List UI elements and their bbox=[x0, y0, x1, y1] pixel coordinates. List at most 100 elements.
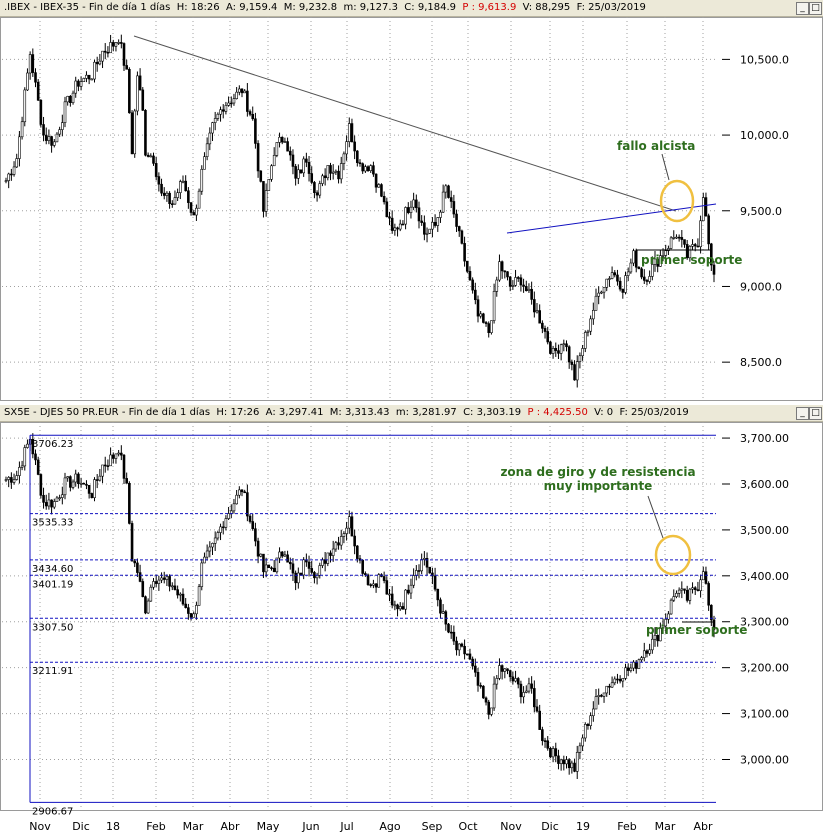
ibex-candle-body bbox=[543, 328, 547, 332]
sx5e-candle-body bbox=[297, 572, 300, 584]
sx5e-candle-body bbox=[594, 696, 598, 710]
ibex-candle-body bbox=[696, 245, 700, 248]
sx5e-candle-body bbox=[162, 577, 166, 580]
sx5e-candle-body bbox=[613, 678, 617, 684]
ibex-candle-body bbox=[114, 42, 118, 47]
sx5e-y-tick-label: 3,500.00 bbox=[740, 524, 789, 537]
sx5e-candle-body bbox=[372, 583, 375, 586]
ibex-candle-body bbox=[398, 223, 402, 230]
x-tick-label: Dic bbox=[541, 820, 559, 833]
sx5e-candle-body bbox=[385, 580, 389, 595]
sx5e-candle-body bbox=[20, 465, 24, 468]
sx5e-candle-body bbox=[34, 453, 37, 461]
sx5e-y-tick-label: 3,700.00 bbox=[740, 432, 789, 445]
sx5e-candle-body bbox=[337, 542, 340, 546]
ibex-candle-body bbox=[79, 81, 83, 87]
sx5e-candle-body bbox=[487, 701, 491, 715]
sx5e-candle-body bbox=[543, 740, 547, 742]
sx5e-candle-body bbox=[114, 453, 118, 459]
sx5e-candle-body bbox=[256, 540, 260, 557]
ibex-candle-body bbox=[329, 165, 332, 174]
ibex-candle-body bbox=[444, 185, 448, 193]
sx5e-candle-body bbox=[621, 678, 625, 682]
ibex-candle-body bbox=[219, 109, 222, 115]
sx5e-candle-body bbox=[117, 452, 120, 455]
sx5e-candle-body bbox=[77, 473, 80, 484]
ibex-candle-body bbox=[313, 182, 316, 193]
ibex-candle-body bbox=[565, 343, 568, 348]
ibex-candle-body bbox=[455, 213, 458, 227]
ibex-candle-body bbox=[372, 165, 375, 175]
minimize-button[interactable]: _ bbox=[796, 2, 809, 15]
ibex-candle-body bbox=[264, 190, 268, 212]
sx5e-candle-body bbox=[688, 588, 692, 601]
ibex-candle-body bbox=[227, 102, 230, 106]
ibex-candle-body bbox=[669, 237, 673, 249]
ibex-candle-body bbox=[28, 54, 32, 74]
ibex-candle-body bbox=[618, 280, 622, 290]
sx5e-candle-body bbox=[307, 561, 311, 569]
ibex-candle-body bbox=[551, 348, 555, 354]
sx5e-candle-body bbox=[377, 574, 381, 588]
ibex-candle-body bbox=[680, 237, 684, 240]
sx5e-level-label: 3401.19 bbox=[32, 579, 73, 590]
sx5e-candle-body bbox=[318, 565, 322, 576]
ibex-candle-body bbox=[677, 236, 681, 239]
sx5e-candle-body bbox=[398, 606, 402, 610]
ibex-candle-body bbox=[452, 201, 456, 215]
ibex-annotation-soporte: primer soporte bbox=[641, 253, 742, 267]
sx5e-candle-body bbox=[232, 503, 236, 512]
ibex-candle-body bbox=[578, 355, 582, 362]
ibex-candle-body bbox=[109, 42, 112, 54]
ibex-annotation-fallo: fallo alcista bbox=[617, 139, 695, 153]
sx5e-candle-body bbox=[565, 759, 568, 765]
sx5e-candle-body bbox=[283, 554, 287, 557]
sx5e-candle-body bbox=[331, 548, 335, 556]
ibex-candle-body bbox=[152, 155, 155, 164]
ibex-candle-body bbox=[506, 271, 509, 278]
ibex-candle-body bbox=[522, 284, 525, 287]
maximize-button-2[interactable]: □ bbox=[809, 407, 822, 420]
ibex-candle-body bbox=[683, 239, 686, 245]
ibex-candle-body bbox=[390, 217, 394, 231]
sx5e-candle-body bbox=[184, 603, 187, 608]
ibex-candle-body bbox=[463, 243, 466, 262]
sx5e-candle-body bbox=[656, 634, 659, 642]
ibex-candle-body bbox=[401, 223, 405, 226]
sx5e-candle-body bbox=[334, 542, 338, 550]
sx5e-candle-body bbox=[406, 589, 410, 594]
ibex-downtrend-line bbox=[133, 35, 677, 212]
maximize-button[interactable]: □ bbox=[809, 2, 822, 15]
sx5e-candle-body bbox=[106, 465, 110, 467]
ibex-candle-body bbox=[339, 163, 343, 180]
sx5e-candle-body bbox=[482, 685, 485, 699]
sx5e-candle-body bbox=[213, 537, 217, 544]
sx5e-candle-body bbox=[82, 482, 86, 485]
minimize-button-2[interactable]: _ bbox=[796, 407, 809, 420]
sx5e-candle-body bbox=[396, 604, 399, 610]
sx5e-level-label: 3535.33 bbox=[32, 518, 73, 529]
ibex-candle-body bbox=[302, 158, 305, 174]
sx5e-candles bbox=[4, 433, 716, 779]
sx5e-level-label: 3307.50 bbox=[32, 622, 73, 633]
ibex-candle-body bbox=[262, 181, 265, 212]
ibex-candle-body bbox=[133, 110, 137, 155]
sx5e-candle-body bbox=[130, 523, 134, 562]
sx5e-candle-body bbox=[144, 596, 147, 614]
ibex-candle-body bbox=[120, 42, 123, 44]
ibex-candle-body bbox=[213, 118, 217, 123]
ibex-candle-body bbox=[431, 221, 434, 230]
sx5e-candle-body bbox=[136, 562, 139, 573]
sx5e-level-label: 3706.23 bbox=[32, 439, 73, 450]
ibex-candle-body bbox=[87, 74, 91, 80]
ibex-candle-body bbox=[39, 99, 43, 125]
ibex-candle-body bbox=[42, 124, 45, 136]
ibex-candle-body bbox=[447, 185, 450, 198]
ibex-y-tick-label: 10,500.0 bbox=[740, 53, 789, 66]
sx5e-candle-body bbox=[626, 667, 630, 671]
ibex-candle-body bbox=[608, 278, 611, 280]
ibex-candle-body bbox=[187, 190, 190, 203]
sx5e-candle-body bbox=[455, 640, 458, 651]
ibex-candle-body bbox=[605, 278, 609, 288]
ibex-candle-body bbox=[358, 162, 362, 164]
